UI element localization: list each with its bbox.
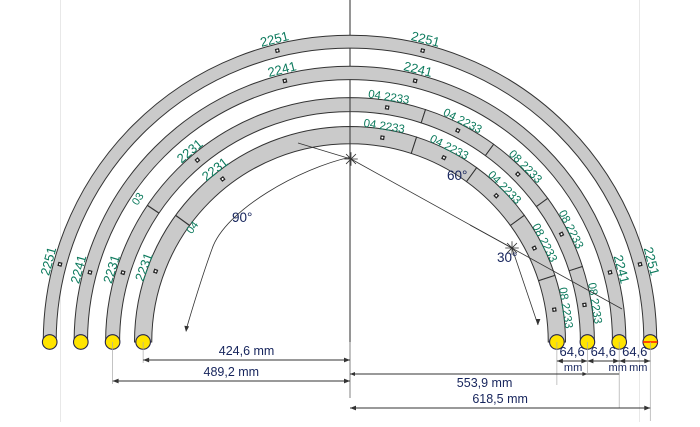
svg-text:mm: mm [609,362,627,374]
svg-text:mm: mm [629,362,647,374]
svg-text:90°: 90° [232,210,252,225]
svg-text:64,6: 64,6 [622,344,647,359]
svg-text:64,6: 64,6 [559,344,584,359]
svg-text:60°: 60° [447,168,467,183]
svg-text:mm: mm [564,362,582,374]
svg-text:424,6 mm: 424,6 mm [219,344,275,358]
svg-text:30°: 30° [497,250,517,265]
svg-text:618,5 mm: 618,5 mm [472,392,528,406]
svg-text:489,2 mm: 489,2 mm [204,365,260,379]
svg-text:64,6: 64,6 [591,344,616,359]
svg-text:553,9 mm: 553,9 mm [457,376,513,390]
